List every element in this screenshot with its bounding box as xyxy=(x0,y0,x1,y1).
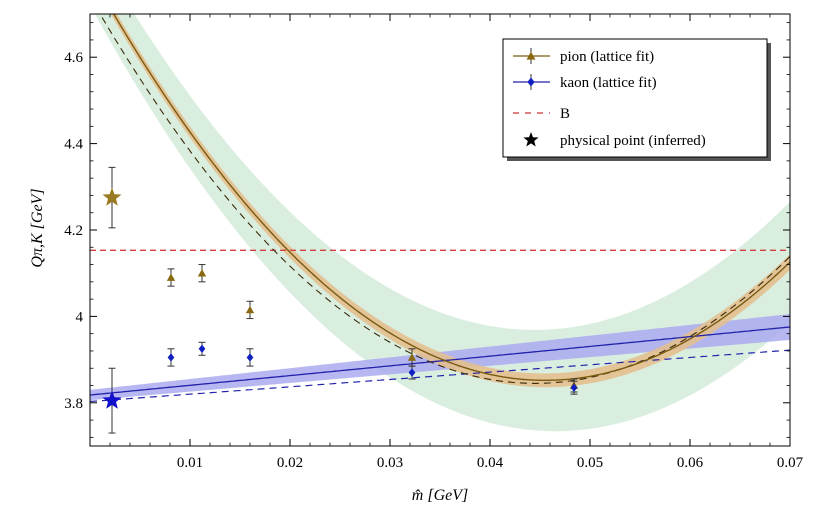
pion-data-point xyxy=(245,305,255,314)
y-tick-label: 3.8 xyxy=(64,396,83,412)
legend-entry-label: physical point (inferred) xyxy=(560,133,706,149)
x-tick-label: 0.07 xyxy=(777,455,804,471)
x-tick-label: 0.06 xyxy=(677,455,704,471)
legend-star-marker xyxy=(523,132,539,147)
kaon-fit-line xyxy=(90,326,790,396)
legend-entry-label: B xyxy=(560,106,570,122)
y-tick-label: 4 xyxy=(76,309,84,325)
x-tick-label: 0.05 xyxy=(577,455,603,471)
legend-triangle-marker xyxy=(526,51,536,60)
legend-entry-label: pion (lattice fit) xyxy=(560,49,654,65)
kaon-data-point xyxy=(570,383,578,392)
legend-diamond-marker xyxy=(527,77,535,87)
pion-data-point xyxy=(407,353,417,361)
pion-uncertainty-band-wide xyxy=(95,14,790,432)
fit-lines xyxy=(90,14,790,403)
kaon-data-point xyxy=(408,368,416,377)
kaon-dashed-line xyxy=(90,349,790,403)
legend: pion (lattice fit) kaon (lattice fit) Bphy… xyxy=(502,38,771,161)
x-tick-label: 0.03 xyxy=(377,455,403,471)
kaon-data-point xyxy=(198,344,206,353)
axis-ticks: 0.01 0.02 0.03 0.04 0.05 0.06 0.07 3.8 4 4.2 4.4 4.… xyxy=(64,14,804,471)
x-tick-label: 0.01 xyxy=(177,455,203,471)
y-tick-label: 4.2 xyxy=(64,223,83,239)
y-tick-label: 4.6 xyxy=(64,50,83,66)
x-tick-label: 0.04 xyxy=(477,455,504,471)
pion-physical-point-star xyxy=(102,187,122,206)
pion-fit-line xyxy=(112,14,790,381)
kaon-physical-point-star xyxy=(102,390,122,409)
pion-dashed-line xyxy=(99,14,790,384)
kaon-data-point xyxy=(167,353,175,362)
legend-box xyxy=(502,38,768,158)
data-points xyxy=(102,166,579,434)
legend-entry-label: kaon (lattice fit) xyxy=(560,75,657,91)
x-axis-label: m̂ [GeV] xyxy=(412,487,468,504)
kaon-data-point xyxy=(246,353,254,362)
pion-data-point xyxy=(166,273,176,281)
pion-fit-band xyxy=(110,14,790,388)
pion-data-point xyxy=(197,269,207,277)
x-tick-label: 0.02 xyxy=(277,455,303,471)
y-axis-label: Qπ,K [GeV] xyxy=(29,188,46,267)
y-tick-label: 4.4 xyxy=(64,137,83,153)
